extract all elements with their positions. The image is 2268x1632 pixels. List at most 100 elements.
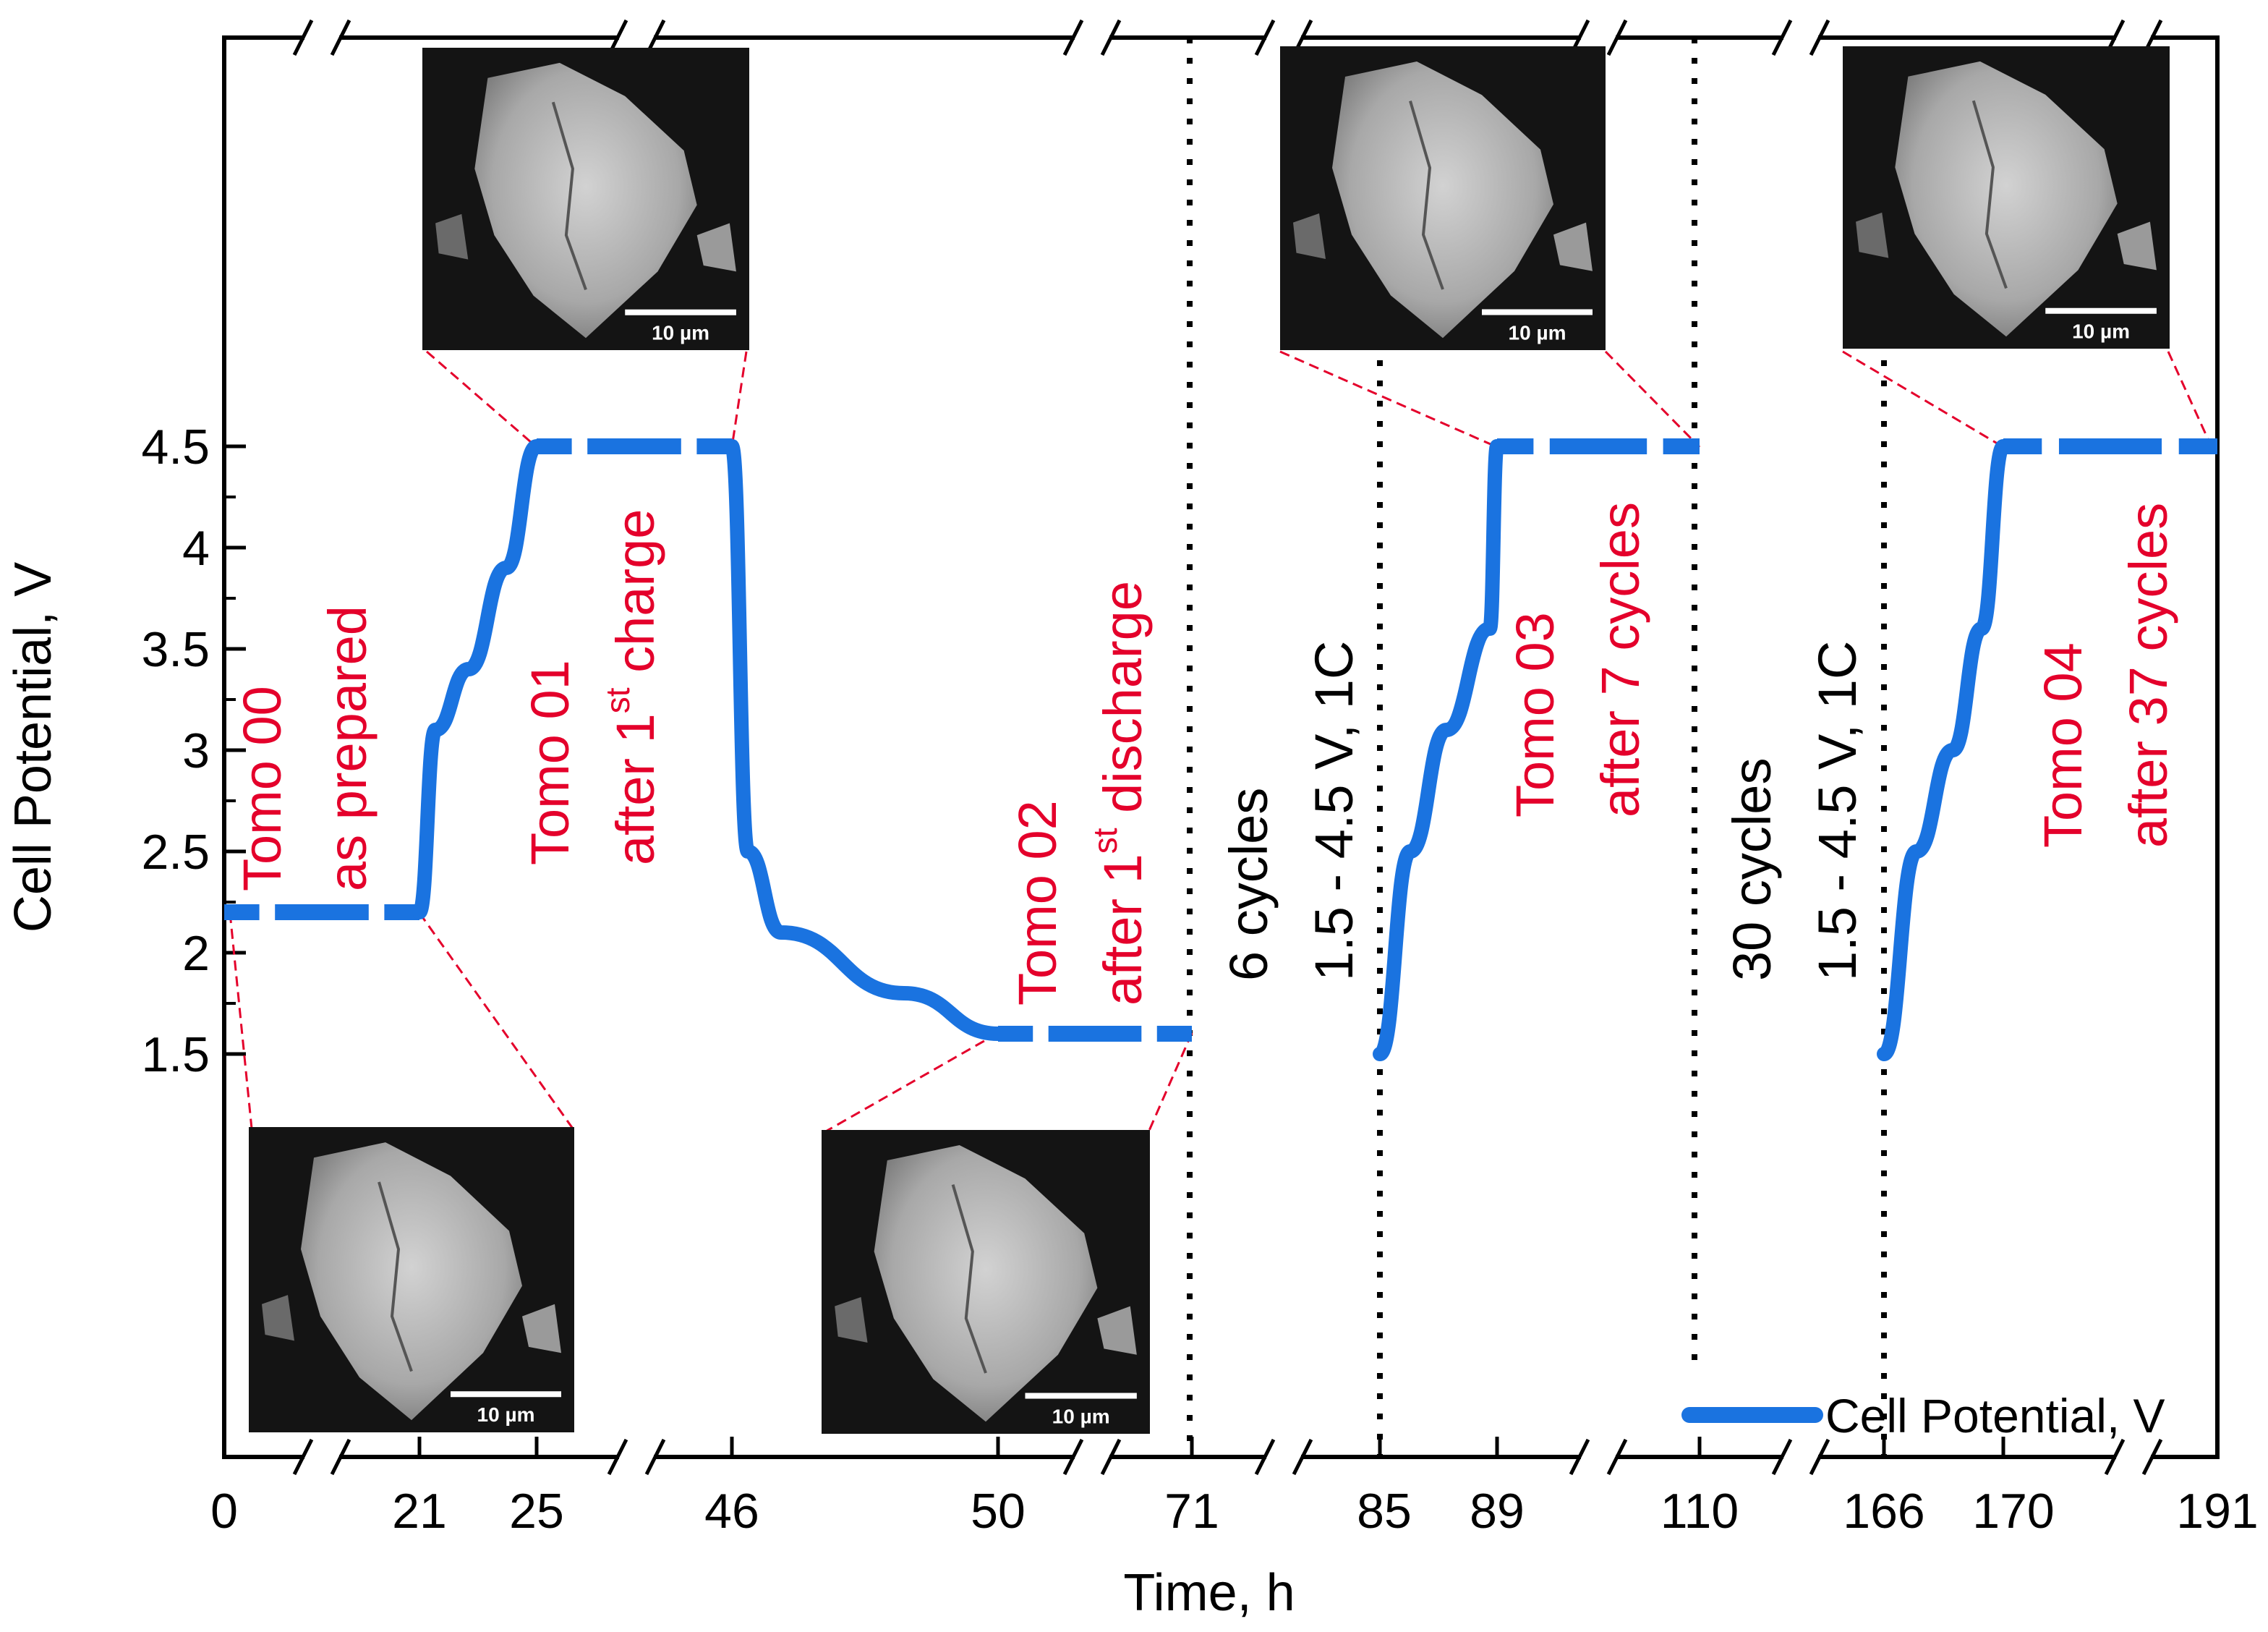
x-tick-label: 21 — [392, 1484, 447, 1539]
tomo-04-inset: 10 µm — [1843, 46, 2170, 349]
annotation-2: Tomo 01 after 1st charge — [520, 509, 665, 865]
series-curve — [1373, 439, 1504, 1061]
break-slash — [1569, 1438, 1590, 1476]
axis-gap — [619, 30, 654, 45]
series-curve — [1877, 439, 2011, 1061]
scale-bar-label: 10 µm — [477, 1403, 535, 1426]
tomo-01-inset: 10 µm — [422, 48, 749, 350]
break-slash — [330, 1438, 351, 1476]
grain-crack — [1409, 101, 1444, 290]
annotation-line1: Tomo 01 — [520, 660, 580, 865]
annotation-line2: after 1st charge — [599, 509, 665, 865]
break-slash — [2104, 1438, 2126, 1476]
particle-grain — [1332, 61, 1553, 339]
grain-crack — [1971, 100, 2008, 289]
axis-gap — [2116, 30, 2151, 45]
y-tick-label: 4.5 — [141, 420, 210, 475]
grain-crack — [951, 1184, 987, 1374]
scale-bar-label: 10 µm — [1052, 1405, 1110, 1427]
tomo-03-inset: 10 µm — [1280, 46, 1606, 350]
break-slash — [1100, 19, 1122, 56]
break-slash — [292, 1438, 314, 1476]
cell-potential-series — [224, 438, 2217, 1061]
x-tick-label: 71 — [1164, 1484, 1219, 1539]
break-slash — [1606, 19, 1628, 56]
side-fragment — [835, 1297, 868, 1343]
grain-crack — [551, 101, 587, 291]
break-slash — [1771, 19, 1793, 56]
x-axis-title: Time, h — [1123, 1564, 1295, 1622]
annotation-line1: Tomo 03 — [1505, 612, 1565, 817]
side-fragment — [522, 1304, 561, 1353]
x-axis-ticks: 0 21 25 46 50 71 85 89 110 166 170 191 — [210, 1437, 2259, 1539]
axis-gap — [619, 1450, 654, 1464]
legend: Cell Potential, V — [1681, 1389, 2165, 1442]
break-slash — [1771, 1438, 1793, 1476]
break-slash — [1254, 1438, 1276, 1476]
y-tick-label: 2.5 — [141, 825, 210, 880]
annotation-6: 30 cycles 1.5 - 4.5 V, 1C — [1722, 641, 1867, 981]
annotation-line2: after 1st discharge — [1086, 581, 1153, 1006]
break-slash — [2141, 1438, 2163, 1476]
annotation-superscript: st — [1086, 828, 1124, 854]
y-axis-title: Cell Potential, V — [4, 562, 62, 932]
break-slash — [1062, 19, 1084, 56]
scale-bar-label: 10 µm — [2072, 320, 2130, 342]
side-fragment — [1553, 222, 1593, 271]
y-tick-label: 1.5 — [141, 1027, 210, 1082]
axis-gap — [1266, 1450, 1301, 1464]
annotation-line1: Tomo 00 — [232, 686, 292, 891]
axis-gap — [1581, 30, 1616, 45]
inset-images: 10 µm 10 µm 10 µm 10 µm 10 µm — [249, 46, 2170, 1434]
side-fragment — [1856, 212, 1889, 258]
x-tick-label: 85 — [1357, 1484, 1412, 1539]
annotation-line1: 30 cycles — [1722, 758, 1782, 981]
y-tick-label: 2 — [182, 926, 210, 981]
break-slash — [607, 1438, 628, 1476]
plot-frame — [222, 35, 2220, 1459]
side-fragment — [2117, 221, 2157, 271]
tomo-02-inset: 10 µm — [822, 1130, 1150, 1434]
break-slash — [1292, 1438, 1313, 1476]
axis-gap — [304, 1450, 339, 1464]
annotation-line2: 1.5 - 4.5 V, 1C — [1807, 641, 1867, 981]
x-tick-label: 89 — [1470, 1484, 1525, 1539]
y-tick-label: 4 — [182, 521, 210, 576]
x-tick-label: 46 — [704, 1484, 759, 1539]
break-slash — [330, 19, 351, 56]
annotation-3: Tomo 02 after 1st discharge — [1007, 581, 1153, 1006]
annotation-line2: 1.5 - 4.5 V, 1C — [1304, 641, 1364, 981]
break-slash — [1809, 1438, 1830, 1476]
side-fragment — [1293, 213, 1326, 259]
axis-gap — [1783, 1450, 1818, 1464]
side-fragment — [696, 223, 736, 272]
axis-gap — [1075, 1450, 1109, 1464]
break-slash — [1100, 1438, 1122, 1476]
axis-gap — [304, 30, 339, 45]
scale-bar-label: 10 µm — [652, 321, 709, 344]
particle-grain — [301, 1142, 522, 1421]
x-tick-label: 50 — [971, 1484, 1026, 1539]
annotations: Tomo 00 as prepared Tomo 01 after 1st charg… — [232, 502, 2178, 1006]
axis-breaks — [292, 19, 2163, 1476]
annotation-1: Tomo 00 as prepared — [232, 605, 378, 891]
axis-gap — [1075, 30, 1109, 45]
annotation-line2: as prepared — [317, 605, 378, 891]
break-slash — [1809, 19, 1830, 56]
annotation-line1: Tomo 02 — [1007, 800, 1067, 1006]
break-slash — [292, 19, 314, 56]
x-tick-label: 25 — [509, 1484, 564, 1539]
x-tick-label: 110 — [1660, 1484, 1739, 1539]
x-tick-label: 166 — [1843, 1484, 1924, 1539]
annotation-superscript: st — [599, 687, 636, 713]
break-slash — [1606, 1438, 1628, 1476]
annotation-line2: after 37 cycles — [2118, 503, 2178, 848]
side-fragment — [435, 213, 469, 260]
annotation-7: Tomo 04 after 37 cycles — [2033, 503, 2178, 848]
x-tick-label: 170 — [1972, 1484, 2054, 1539]
break-slash — [1254, 19, 1276, 56]
axis-gap — [1266, 30, 1301, 45]
y-tick-label: 3 — [182, 723, 210, 778]
side-fragment — [262, 1295, 294, 1341]
